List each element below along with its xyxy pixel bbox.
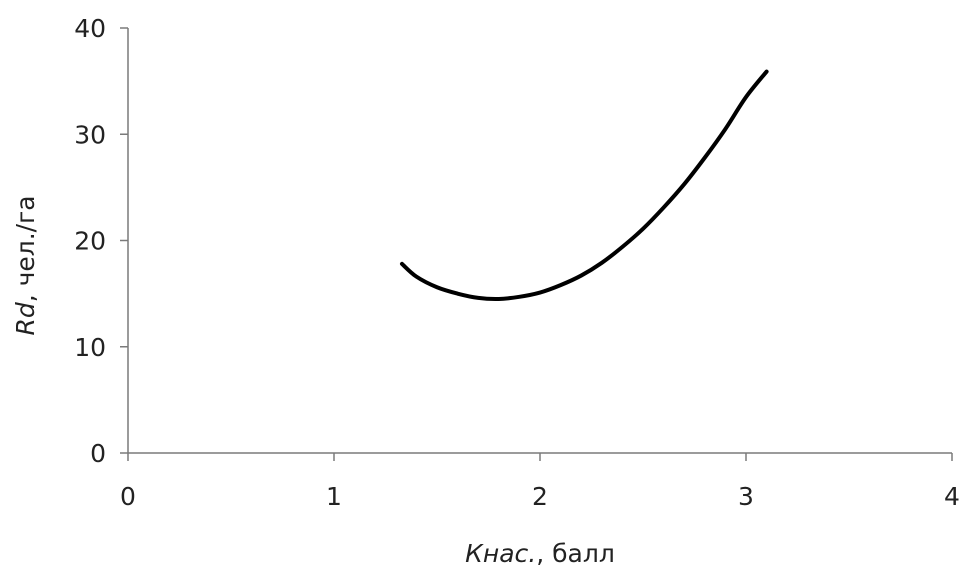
y-tick-label: 40 bbox=[74, 14, 106, 43]
x-axis-title-italic: Кнас. bbox=[465, 539, 536, 568]
x-axis-title: Кнас., балл bbox=[465, 539, 615, 568]
y-tick-label: 30 bbox=[74, 120, 106, 149]
y-axis-title-unit: , чел./га bbox=[11, 195, 40, 302]
y-tick-label: 0 bbox=[90, 439, 106, 468]
series-line-0 bbox=[399, 69, 769, 301]
x-tick-label: 1 bbox=[326, 482, 342, 511]
y-tick-label: 20 bbox=[74, 227, 106, 256]
series bbox=[399, 69, 769, 301]
x-tick-label: 2 bbox=[532, 482, 548, 511]
x-tick-label: 0 bbox=[120, 482, 136, 511]
x-tick-label: 4 bbox=[944, 482, 960, 511]
x-tick-label: 3 bbox=[738, 482, 754, 511]
y-tick-label: 10 bbox=[74, 333, 106, 362]
y-axis-title: Rd, чел./га bbox=[11, 195, 40, 335]
axes bbox=[127, 28, 952, 454]
x-axis-title-unit: , балл bbox=[536, 539, 615, 568]
y-axis-title-italic: Rd bbox=[11, 302, 40, 335]
